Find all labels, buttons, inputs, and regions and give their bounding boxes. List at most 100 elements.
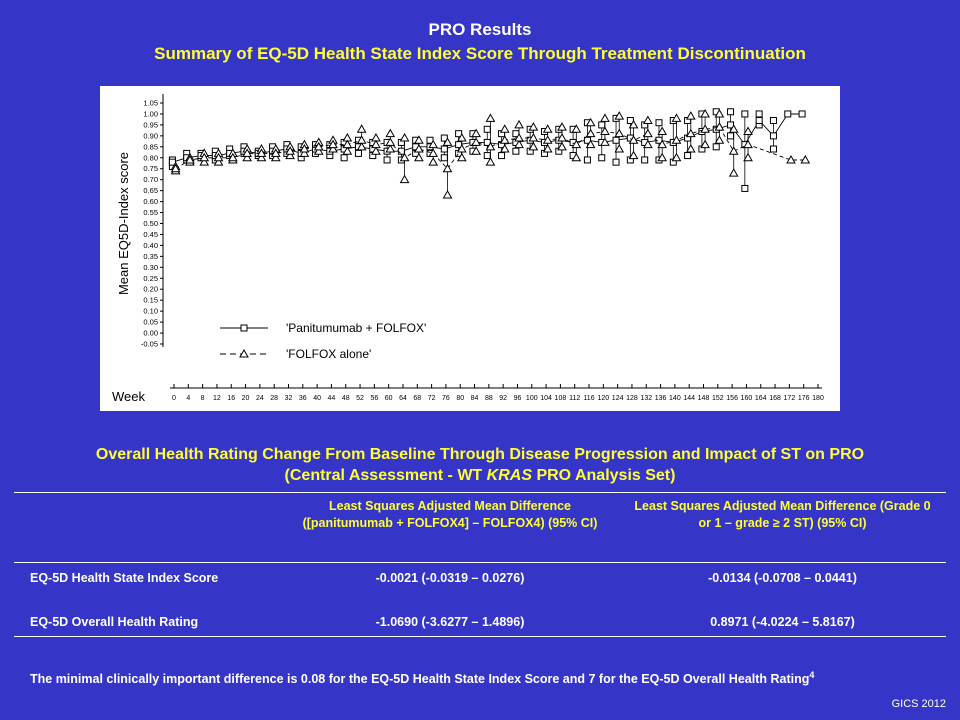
error-bar-lower-marker [612,158,620,166]
data-point [769,132,777,140]
data-point [313,141,324,151]
error-bar-upper-marker [600,113,610,122]
error-bar-lower-marker [671,152,682,162]
x-tick-label: 120 [597,395,609,402]
x-tick-label: 20 [242,395,250,402]
error-bar-lower-marker [313,146,324,155]
data-point [328,139,338,149]
error-bar-lower-marker [371,146,381,155]
error-bar-upper-marker [471,128,481,138]
error-bar-upper-marker [456,133,467,142]
y-tick-label: 0.45 [143,230,158,239]
error-bar-lower-marker [557,141,567,151]
x-tick-label: 104 [540,395,552,402]
table-header-rule [14,562,946,563]
data-point [471,137,481,146]
x-tick-label: 68 [413,395,421,402]
y-tick-label: 0.90 [143,131,158,140]
table-section-title: Overall Health Rating Change From Baseli… [0,444,960,486]
y-tick-label: 0.95 [143,120,158,129]
error-bar-upper-marker [385,128,396,138]
error-bar-lower-marker [342,146,353,155]
error-bar-upper-marker [585,117,596,127]
y-tick-label: 0.85 [143,142,158,151]
error-bar-lower-marker [741,184,749,192]
x-tick-label: 36 [299,395,307,402]
y-tick-label: 0.20 [143,285,158,294]
x-tick-label: 164 [755,395,767,402]
table-row-c2: -0.0134 (-0.0708 – 0.0441) [708,571,857,585]
error-bar-lower-marker [285,150,295,160]
x-tick-label: 76 [442,395,450,402]
error-bar-lower-marker [440,154,448,162]
x-tick-label: 152 [712,395,724,402]
error-bar-upper-marker [643,115,653,125]
error-bar-lower-marker [684,152,692,160]
error-bar-lower-marker [614,144,625,153]
y-tick-label: 0.60 [143,197,158,206]
error-bar-upper-marker [598,121,606,129]
x-tick-label: 64 [399,395,407,402]
error-bar-lower-marker [442,190,453,199]
data-point [185,154,195,164]
y-tick-label: 0.50 [143,219,158,228]
error-bar-lower-marker [385,144,396,153]
y-tick-label: 0.15 [143,296,158,305]
data-point [800,154,811,164]
x-tick-label: 52 [356,395,364,402]
y-tick-label: 0.70 [143,175,158,184]
x-tick-label: 156 [726,395,738,402]
y-tick-label: -0.05 [141,340,158,349]
error-bar-upper-marker [685,111,696,120]
error-bar-upper-marker [657,126,668,135]
x-tick-label: 24 [256,395,264,402]
data-point [514,133,524,142]
x-tick-label: 124 [612,395,624,402]
table-row-c1: -0.0021 (-0.0319 – 0.0276) [375,571,525,585]
x-tick-label: 140 [669,395,681,402]
data-point [798,110,806,118]
error-bar-lower-marker [685,144,696,153]
data-point [485,141,496,151]
x-tick-label: 148 [698,395,710,402]
table-row-c1: -1.0690 (-3.6277 – 1.4896) [375,615,525,629]
x-tick-label: 4 [186,395,190,402]
error-bar-lower-marker [727,132,735,140]
y-tick-label: 0.00 [143,329,158,338]
data-point [728,146,739,155]
x-tick-label: 12 [213,395,221,402]
data-point [528,133,539,142]
error-bar-lower-marker [743,152,753,162]
error-bar-lower-marker [769,145,777,153]
y-tick-label: 0.30 [143,263,158,272]
data-point [685,128,696,138]
data-point [371,139,381,149]
table-bottom-rule [14,636,946,637]
y-tick-label: 0.75 [143,164,158,173]
data-point [671,135,682,144]
error-bar-lower-marker [499,144,510,153]
data-point [628,135,639,144]
y-tick-label: 1.05 [143,99,158,108]
error-bar-lower-marker [583,156,591,164]
data-point [199,152,210,162]
error-bar-lower-marker [512,147,520,155]
error-bar-lower-marker [340,154,348,162]
data-point [542,135,553,144]
error-bar-upper-marker [743,126,753,135]
x-tick-label: 116 [583,395,594,402]
error-bar-upper-marker [571,124,582,133]
x-tick-label: 32 [285,395,293,402]
y-tick-label: 0.55 [143,208,158,217]
data-point [414,144,424,153]
data-point [442,163,453,173]
x-tick-label: 112 [569,395,580,402]
error-bar-lower-marker [414,152,424,162]
error-bar-upper-marker [755,110,763,118]
data-point [356,135,367,144]
data-point [714,122,725,131]
y-tick-label: 0.65 [143,186,158,195]
data-point [270,148,281,157]
x-tick-label: 84 [471,395,479,402]
error-bar-upper-marker [769,117,777,125]
